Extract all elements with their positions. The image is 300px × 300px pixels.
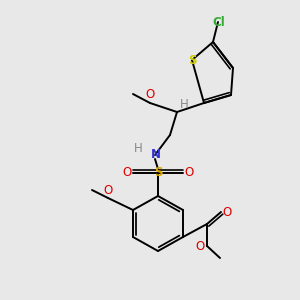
- Text: S: S: [154, 167, 162, 179]
- Text: Cl: Cl: [213, 16, 225, 28]
- Text: S: S: [188, 53, 196, 67]
- Text: H: H: [134, 142, 142, 154]
- Text: O: O: [195, 239, 205, 253]
- Text: H: H: [180, 98, 188, 110]
- Text: O: O: [184, 167, 194, 179]
- Text: N: N: [151, 148, 161, 161]
- Text: O: O: [122, 167, 132, 179]
- Text: O: O: [146, 88, 154, 101]
- Text: O: O: [103, 184, 112, 196]
- Text: O: O: [222, 206, 232, 218]
